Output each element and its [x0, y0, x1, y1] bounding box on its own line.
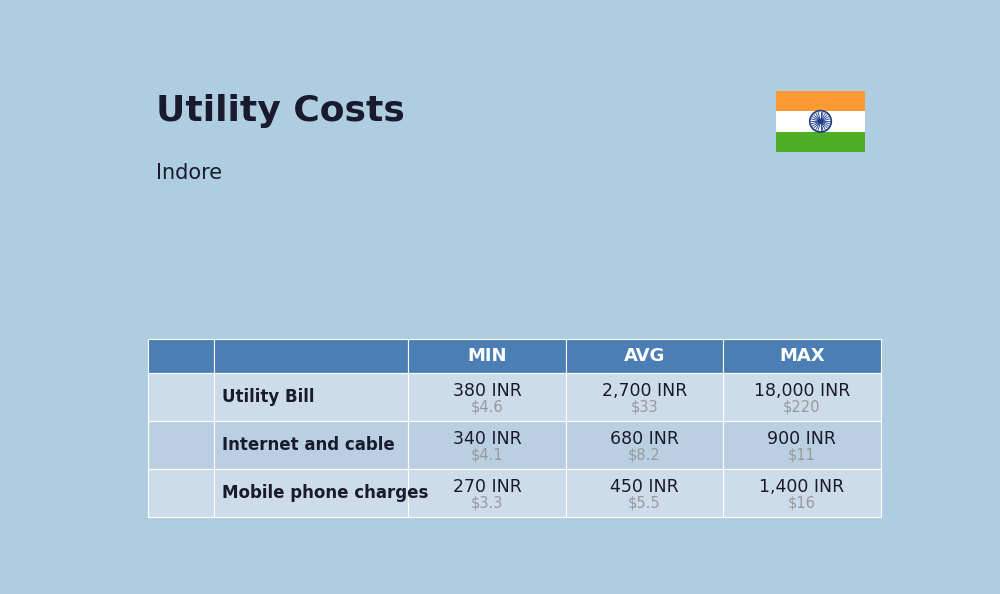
Bar — [148, 469, 214, 517]
Bar — [408, 421, 566, 469]
Text: 2,700 INR: 2,700 INR — [602, 383, 687, 400]
Bar — [408, 339, 566, 373]
Bar — [214, 421, 408, 469]
Bar — [160, 479, 203, 508]
Bar — [148, 339, 214, 373]
Bar — [214, 373, 408, 421]
Bar — [723, 469, 881, 517]
Ellipse shape — [818, 119, 823, 124]
Bar — [160, 383, 203, 412]
Bar — [566, 373, 723, 421]
Text: $5.5: $5.5 — [628, 495, 661, 510]
Text: $8.2: $8.2 — [628, 447, 661, 462]
Text: 340 INR: 340 INR — [453, 431, 521, 448]
Text: Utility Costs: Utility Costs — [156, 94, 405, 128]
Bar — [566, 339, 723, 373]
Text: $220: $220 — [783, 399, 821, 414]
Bar — [148, 373, 214, 421]
Bar — [160, 431, 203, 460]
Bar — [408, 373, 566, 421]
Text: MAX: MAX — [779, 347, 825, 365]
Text: $33: $33 — [631, 399, 658, 414]
Text: $3.3: $3.3 — [471, 495, 503, 510]
Bar — [566, 469, 723, 517]
Text: $4.6: $4.6 — [471, 399, 503, 414]
Bar — [776, 90, 865, 111]
Text: $11: $11 — [788, 447, 816, 462]
Bar — [566, 421, 723, 469]
Text: Utility Bill: Utility Bill — [222, 388, 314, 406]
Text: $16: $16 — [788, 495, 816, 510]
Text: 270 INR: 270 INR — [453, 478, 521, 497]
Text: MIN: MIN — [467, 347, 507, 365]
Bar — [776, 132, 865, 152]
Text: $4.1: $4.1 — [471, 447, 503, 462]
Bar — [214, 469, 408, 517]
Text: Indore: Indore — [156, 163, 222, 183]
Text: 680 INR: 680 INR — [610, 431, 679, 448]
Bar — [408, 469, 566, 517]
Text: Internet and cable: Internet and cable — [222, 436, 395, 454]
Text: 1,400 INR: 1,400 INR — [759, 478, 845, 497]
Text: 18,000 INR: 18,000 INR — [754, 383, 850, 400]
Text: AVG: AVG — [624, 347, 665, 365]
Bar — [214, 339, 408, 373]
Bar — [148, 421, 214, 469]
Bar — [723, 339, 881, 373]
Text: 450 INR: 450 INR — [610, 478, 679, 497]
Bar — [723, 373, 881, 421]
Text: 900 INR: 900 INR — [767, 431, 836, 448]
Text: Mobile phone charges: Mobile phone charges — [222, 484, 428, 502]
Text: 380 INR: 380 INR — [453, 383, 521, 400]
Bar — [723, 421, 881, 469]
Bar — [776, 111, 865, 132]
